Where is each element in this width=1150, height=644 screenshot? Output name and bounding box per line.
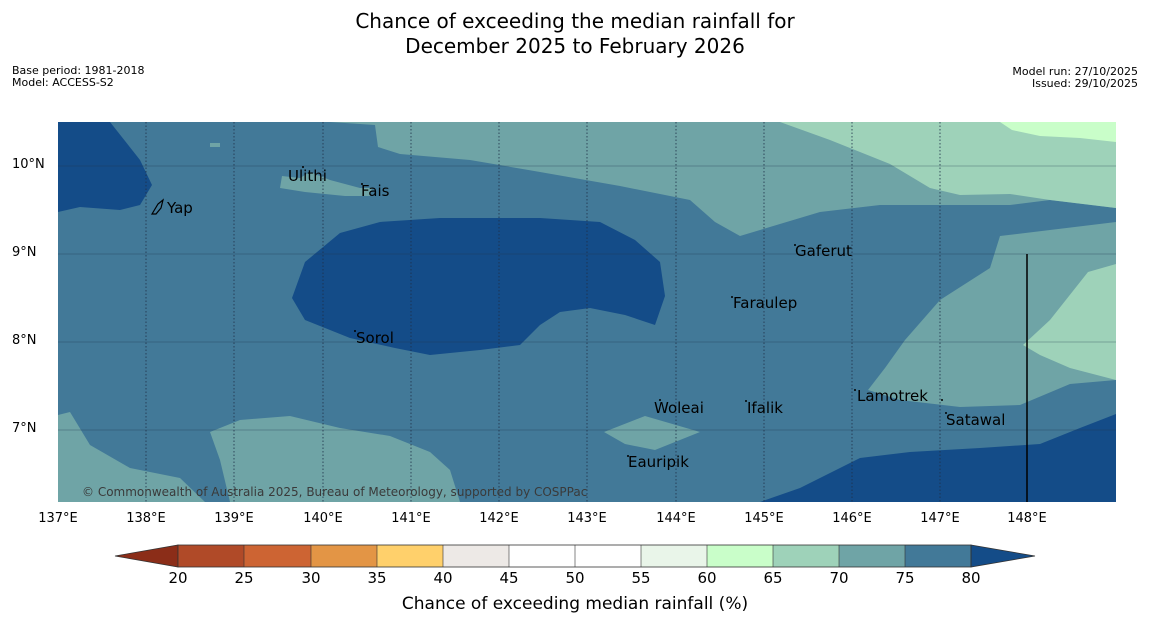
copyright-text: © Commonwealth of Australia 2025, Bureau…	[82, 485, 587, 499]
lon-label-145e: 145°E	[744, 511, 784, 526]
colorbar-tick: 60	[697, 569, 717, 587]
colorbar-bin	[311, 545, 377, 567]
colorbar-tick: 70	[829, 569, 849, 587]
island-dots	[302, 166, 947, 457]
lon-label-140e: 140°E	[303, 511, 343, 526]
lon-label-148e: 148°E	[1007, 511, 1047, 526]
place-label-ifalik: Ifalik	[747, 399, 783, 417]
colorbar-bin	[178, 545, 244, 567]
place-label-sorol: Sorol	[356, 329, 394, 347]
yap-island-outline	[150, 198, 165, 215]
region-60-65	[1000, 122, 1116, 142]
region-70-75	[280, 172, 372, 196]
colorbar	[114, 544, 1036, 568]
chart-title-line1: Chance of exceeding the median rainfall …	[355, 9, 795, 33]
place-label-woleai: Woleai	[654, 399, 704, 417]
model-run-text: Model run: 27/10/2025	[1012, 65, 1138, 78]
colorbar-bin	[773, 545, 839, 567]
latitude-lines	[58, 165, 1116, 431]
lon-label-146e: 146°E	[832, 511, 872, 526]
lon-label-142e: 142°E	[479, 511, 519, 526]
colorbar-bin	[377, 545, 443, 567]
region-65-70	[780, 122, 1116, 208]
colorbar-bin	[641, 545, 707, 567]
lon-label-137e: 137°E	[38, 511, 78, 526]
place-label-satawal: Satawal	[946, 411, 1005, 429]
colorbar-tick: 30	[301, 569, 321, 587]
place-label-eauripik: Eauripik	[628, 453, 689, 471]
colorbar-extend-high	[970, 544, 1036, 568]
region-70-75	[210, 416, 460, 502]
colorbar-tick: 25	[234, 569, 254, 587]
colorbar-bin	[443, 545, 509, 567]
place-label-ulithi: Ulithi	[288, 167, 327, 185]
colorbar-tick: 35	[367, 569, 387, 587]
lat-label-7n: 7°N	[12, 421, 37, 436]
lon-label-138e: 138°E	[126, 511, 166, 526]
colorbar-tick: 50	[565, 569, 585, 587]
region-70-75	[210, 143, 220, 147]
region-80-plus	[292, 218, 665, 355]
place-label-lamotrek: Lamotrek	[857, 387, 928, 405]
region-80-plus	[58, 122, 152, 212]
colorbar-bin	[707, 545, 773, 567]
colorbar-tick: 80	[961, 569, 981, 587]
colorbar-bin	[509, 545, 575, 567]
base-period-text: Base period: 1981-2018	[12, 64, 145, 77]
colorbar-bin	[575, 545, 641, 567]
colorbar-bin	[839, 545, 905, 567]
lon-label-144e: 144°E	[656, 511, 696, 526]
colorbar-tick: 65	[763, 569, 783, 587]
place-label-fais: Fais	[361, 182, 390, 200]
lat-label-8n: 8°N	[12, 333, 37, 348]
colorbar-tick: 55	[631, 569, 651, 587]
colorbar-bin	[244, 545, 311, 567]
lon-label-143e: 143°E	[567, 511, 607, 526]
meta-right: Model run: 27/10/2025 Issued: 29/10/2025	[1012, 66, 1138, 90]
colorbar-tick: 40	[433, 569, 453, 587]
region-70-75	[58, 412, 205, 502]
colorbar-tick: 75	[895, 569, 915, 587]
lon-label-141e: 141°E	[391, 511, 431, 526]
meta-left: Base period: 1981-2018 Model: ACCESS-S2	[12, 65, 144, 89]
place-label-yap: Yap	[166, 199, 193, 217]
lat-label-9n: 9°N	[12, 245, 37, 260]
colorbar-extend-low	[114, 544, 179, 568]
colorbar-bin	[905, 545, 971, 567]
colorbar-tick: 20	[168, 569, 188, 587]
place-label-gaferut: Gaferut	[795, 242, 852, 260]
model-text: Model: ACCESS-S2	[12, 76, 114, 89]
lon-label-147e: 147°E	[920, 511, 960, 526]
graticule	[145, 122, 941, 502]
chart-title-line2: December 2025 to February 2026	[405, 34, 745, 58]
place-label-faraulep: Faraulep	[733, 294, 797, 312]
lon-label-139e: 139°E	[214, 511, 254, 526]
colorbar-tick: 45	[499, 569, 519, 587]
colorbar-title: Chance of exceeding median rainfall (%)	[401, 594, 749, 614]
lat-label-10n: 10°N	[12, 157, 45, 172]
region-65-70	[1023, 264, 1116, 380]
issued-text: Issued: 29/10/2025	[1031, 77, 1138, 90]
